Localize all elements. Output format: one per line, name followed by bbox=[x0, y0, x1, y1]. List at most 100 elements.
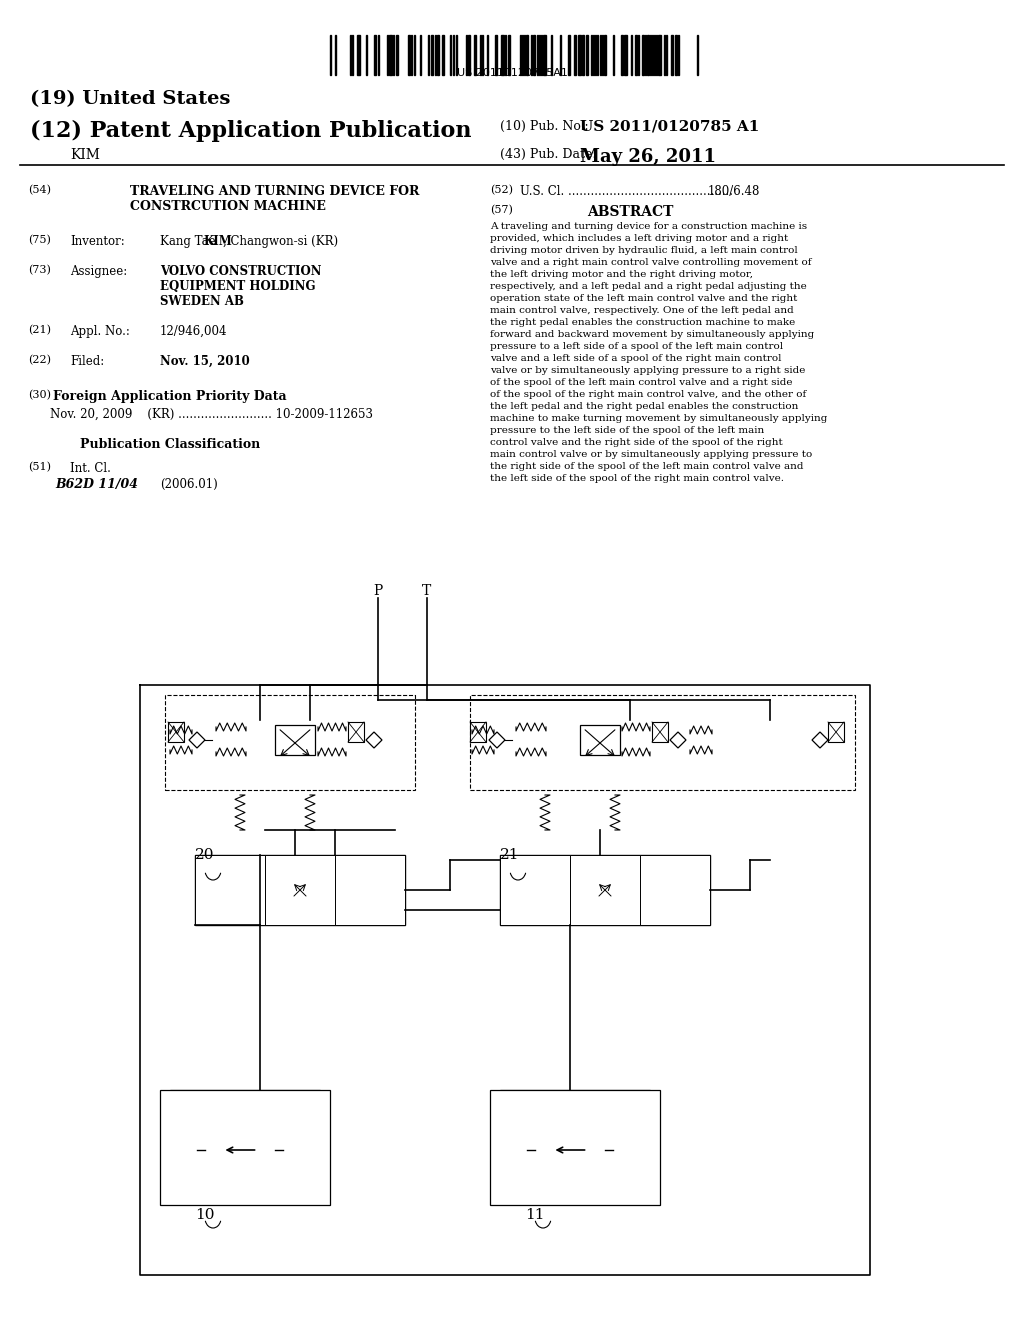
Bar bbox=[195, 855, 265, 925]
Bar bbox=[374, 36, 376, 75]
Text: valve and a right main control valve controlling movement of: valve and a right main control valve con… bbox=[490, 257, 811, 267]
Text: KIM: KIM bbox=[203, 235, 231, 248]
Bar bbox=[570, 855, 640, 925]
Text: US 20110120785A1: US 20110120785A1 bbox=[457, 69, 567, 78]
Text: SWEDEN AB: SWEDEN AB bbox=[160, 294, 244, 308]
Text: 180/6.48: 180/6.48 bbox=[708, 185, 760, 198]
Bar bbox=[468, 36, 470, 75]
Text: the left pedal and the right pedal enables the construction: the left pedal and the right pedal enabl… bbox=[490, 403, 799, 411]
Bar bbox=[568, 36, 570, 75]
Text: (19) United States: (19) United States bbox=[30, 90, 230, 108]
Text: pressure to a left side of a spool of the left main control: pressure to a left side of a spool of th… bbox=[490, 342, 783, 351]
Bar bbox=[640, 855, 710, 925]
Text: EQUIPMENT HOLDING: EQUIPMENT HOLDING bbox=[160, 280, 315, 293]
Text: of the spool of the left main control valve and a right side: of the spool of the left main control va… bbox=[490, 378, 793, 387]
Bar bbox=[652, 722, 668, 742]
Text: VOLVO CONSTRUCTION: VOLVO CONSTRUCTION bbox=[160, 265, 322, 279]
Bar bbox=[508, 36, 510, 75]
Bar bbox=[500, 855, 710, 925]
Text: (22): (22) bbox=[28, 355, 51, 366]
Bar bbox=[582, 36, 584, 75]
Text: Inventor:: Inventor: bbox=[70, 235, 125, 248]
Text: valve and a left side of a spool of the right main control: valve and a left side of a spool of the … bbox=[490, 354, 781, 363]
Text: Appl. No.:: Appl. No.: bbox=[70, 325, 130, 338]
Text: provided, which includes a left driving motor and a right: provided, which includes a left driving … bbox=[490, 234, 788, 243]
Text: the right pedal enables the construction machine to make: the right pedal enables the construction… bbox=[490, 318, 796, 327]
Bar bbox=[474, 36, 476, 75]
Bar bbox=[389, 36, 392, 75]
Bar bbox=[431, 36, 433, 75]
Bar bbox=[275, 725, 315, 755]
Text: Foreign Application Priority Data: Foreign Application Priority Data bbox=[53, 389, 287, 403]
Text: KIM: KIM bbox=[70, 148, 100, 162]
Bar bbox=[604, 36, 606, 75]
Text: U.S. Cl. ............................................: U.S. Cl. ...............................… bbox=[520, 185, 733, 198]
Text: control valve and the right side of the spool of the right: control valve and the right side of the … bbox=[490, 438, 782, 447]
Bar bbox=[335, 855, 406, 925]
Text: (51): (51) bbox=[28, 462, 51, 473]
Text: driving motor driven by hydraulic fluid, a left main control: driving motor driven by hydraulic fluid,… bbox=[490, 246, 798, 255]
Text: the right side of the spool of the left main control valve and: the right side of the spool of the left … bbox=[490, 462, 804, 471]
Bar bbox=[580, 725, 620, 755]
Text: 12/946,004: 12/946,004 bbox=[160, 325, 227, 338]
Text: 21: 21 bbox=[500, 847, 519, 862]
Bar bbox=[828, 722, 844, 742]
Text: 11: 11 bbox=[525, 1208, 545, 1222]
Bar bbox=[170, 1090, 319, 1119]
Bar bbox=[495, 36, 497, 75]
Text: (21): (21) bbox=[28, 325, 51, 335]
Bar bbox=[675, 36, 677, 75]
Text: (12) Patent Application Publication: (12) Patent Application Publication bbox=[30, 120, 471, 143]
Text: (10) Pub. No.:: (10) Pub. No.: bbox=[500, 120, 589, 133]
Text: May 26, 2011: May 26, 2011 bbox=[580, 148, 716, 166]
Bar bbox=[526, 36, 528, 75]
Text: US 2011/0120785 A1: US 2011/0120785 A1 bbox=[580, 120, 760, 135]
Text: (54): (54) bbox=[28, 185, 51, 195]
Text: 10: 10 bbox=[195, 1208, 214, 1222]
Bar bbox=[658, 36, 662, 75]
Text: main control valve or by simultaneously applying pressure to: main control valve or by simultaneously … bbox=[490, 450, 812, 459]
Text: (73): (73) bbox=[28, 265, 51, 276]
Bar bbox=[442, 36, 444, 75]
Bar bbox=[168, 722, 184, 742]
Text: operation state of the left main control valve and the right: operation state of the left main control… bbox=[490, 294, 798, 304]
Bar bbox=[357, 36, 360, 75]
Text: machine to make turning movement by simultaneously applying: machine to make turning movement by simu… bbox=[490, 414, 827, 422]
Text: (2006.01): (2006.01) bbox=[160, 478, 218, 491]
Bar bbox=[160, 1090, 330, 1205]
Text: (57): (57) bbox=[490, 205, 513, 215]
Bar bbox=[635, 36, 637, 75]
Text: ABSTRACT: ABSTRACT bbox=[587, 205, 673, 219]
Bar bbox=[642, 36, 644, 75]
Text: Filed:: Filed: bbox=[70, 355, 104, 368]
Text: (43) Pub. Date:: (43) Pub. Date: bbox=[500, 148, 597, 161]
Text: 20: 20 bbox=[195, 847, 214, 862]
Text: P: P bbox=[374, 583, 383, 598]
Text: Int. Cl.: Int. Cl. bbox=[70, 462, 111, 475]
Text: Nov. 20, 2009    (KR) ......................... 10-2009-112653: Nov. 20, 2009 (KR) .....................… bbox=[50, 408, 373, 421]
Bar bbox=[671, 36, 673, 75]
Text: respectively, and a left pedal and a right pedal adjusting the: respectively, and a left pedal and a rig… bbox=[490, 282, 807, 290]
Text: Kang Tae: Kang Tae bbox=[160, 235, 219, 248]
Bar bbox=[490, 1090, 660, 1205]
Bar bbox=[534, 36, 535, 75]
Text: pressure to the left side of the spool of the left main: pressure to the left side of the spool o… bbox=[490, 426, 764, 436]
Bar bbox=[437, 36, 439, 75]
Text: of the spool of the right main control valve, and the other of: of the spool of the right main control v… bbox=[490, 389, 806, 399]
Text: Publication Classification: Publication Classification bbox=[80, 438, 260, 451]
Text: forward and backward movement by simultaneously applying: forward and backward movement by simulta… bbox=[490, 330, 814, 339]
Text: Assignee:: Assignee: bbox=[70, 265, 127, 279]
Text: T: T bbox=[422, 583, 432, 598]
Bar bbox=[578, 36, 581, 75]
Bar bbox=[470, 722, 486, 742]
Bar bbox=[586, 36, 588, 75]
Text: B62D 11/04: B62D 11/04 bbox=[55, 478, 138, 491]
Text: CONSTRCUTION MACHINE: CONSTRCUTION MACHINE bbox=[130, 201, 326, 213]
Bar bbox=[647, 36, 649, 75]
Text: Nov. 15, 2010: Nov. 15, 2010 bbox=[160, 355, 250, 368]
Bar bbox=[348, 722, 364, 742]
Bar bbox=[501, 36, 504, 75]
Bar bbox=[265, 855, 335, 925]
Bar bbox=[543, 36, 546, 75]
Bar bbox=[624, 36, 627, 75]
